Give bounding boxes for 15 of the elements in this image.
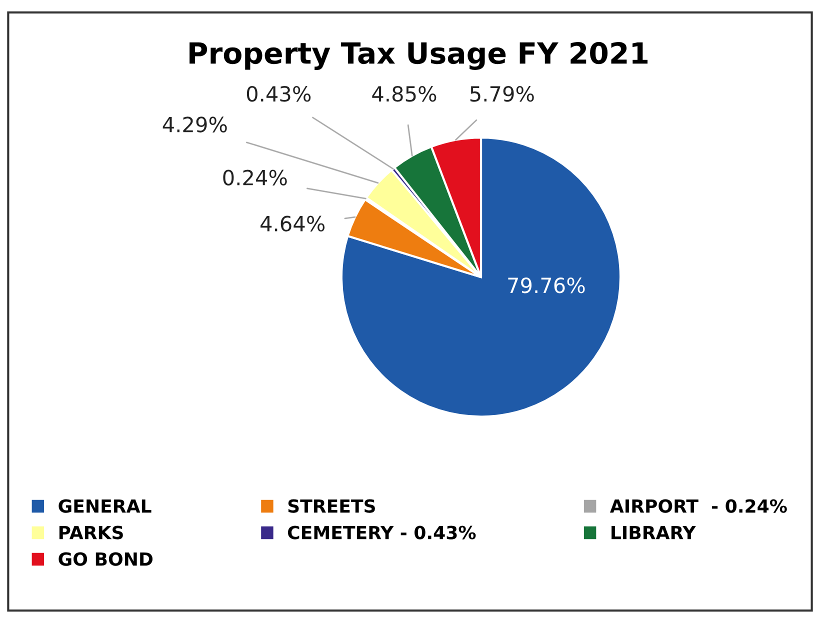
- legend-label: GENERAL: [58, 499, 152, 513]
- data-label: 5.79%: [470, 86, 534, 102]
- legend-label: CEMETERY - 0.43%: [288, 526, 476, 540]
- legend-label: LIBRARY: [612, 526, 696, 540]
- legend-label: GO BOND: [58, 552, 153, 566]
- legend-label: PARKS: [59, 526, 123, 540]
- data-label: 4.29%: [162, 116, 227, 132]
- data-label: 4.64%: [260, 216, 325, 232]
- data-label: 0.43%: [246, 86, 311, 102]
- data-label: 79.76%: [508, 278, 585, 294]
- data-label: 4.85%: [372, 86, 436, 102]
- legend-label: STREETS: [288, 499, 375, 513]
- chart-title: Property Tax Usage FY 2021: [190, 42, 648, 70]
- legend-label: AIRPORT - 0.24%: [610, 499, 787, 513]
- data-label: 0.24%: [223, 170, 287, 186]
